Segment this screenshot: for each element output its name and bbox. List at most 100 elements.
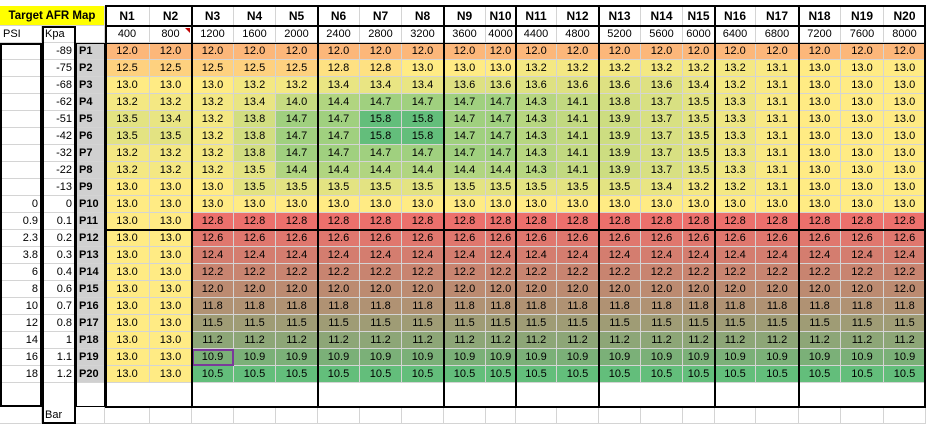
rpm-value[interactable]: 7600 xyxy=(841,26,884,43)
afr-cell[interactable]: 13.0 xyxy=(150,247,192,264)
afr-cell[interactable]: 13.8 xyxy=(234,111,276,128)
empty-cell[interactable] xyxy=(516,407,557,424)
kpa-value[interactable]: -32 xyxy=(42,145,76,162)
afr-cell[interactable]: 13.0 xyxy=(444,196,486,213)
afr-cell[interactable]: 12.5 xyxy=(150,60,192,77)
afr-cell[interactable]: 13.0 xyxy=(486,196,516,213)
afr-cell[interactable]: 13.0 xyxy=(799,145,841,162)
afr-cell[interactable]: 14.7 xyxy=(486,94,516,111)
afr-cell[interactable]: 12.4 xyxy=(486,247,516,264)
kpa-value[interactable]: 0.2 xyxy=(42,230,76,247)
kpa-value[interactable]: 0.8 xyxy=(42,315,76,332)
afr-cell[interactable]: 13.0 xyxy=(105,349,150,366)
afr-cell[interactable]: 12.2 xyxy=(715,264,756,281)
row-label[interactable]: P17 xyxy=(76,315,105,332)
afr-cell[interactable]: 13.3 xyxy=(715,145,756,162)
afr-cell[interactable]: 12.8 xyxy=(557,213,599,230)
psi-value[interactable]: 3.8 xyxy=(0,247,42,264)
afr-cell[interactable]: 14.7 xyxy=(276,128,318,145)
afr-cell[interactable]: 13.5 xyxy=(402,179,444,196)
afr-cell[interactable]: 13.2 xyxy=(683,179,715,196)
afr-cell[interactable]: 10.5 xyxy=(318,366,360,383)
afr-cell[interactable]: 12.4 xyxy=(683,247,715,264)
afr-cell[interactable]: 12.0 xyxy=(715,43,756,60)
column-header[interactable]: N14 xyxy=(641,6,683,26)
afr-cell[interactable]: 13.0 xyxy=(841,77,884,94)
afr-cell[interactable]: 13.5 xyxy=(516,179,557,196)
afr-cell[interactable]: 11.2 xyxy=(641,332,683,349)
afr-cell[interactable]: 11.8 xyxy=(756,298,799,315)
afr-cell[interactable]: 13.4 xyxy=(641,179,683,196)
afr-cell[interactable]: 13.8 xyxy=(599,94,641,111)
kpa-value[interactable]: 0.6 xyxy=(42,281,76,298)
afr-cell[interactable]: 12.0 xyxy=(516,43,557,60)
afr-cell[interactable]: 13.2 xyxy=(192,94,234,111)
rpm-value[interactable]: 2800 xyxy=(360,26,402,43)
afr-cell[interactable]: 12.0 xyxy=(799,281,841,298)
afr-cell[interactable]: 13.0 xyxy=(402,60,444,77)
empty-cell[interactable] xyxy=(402,407,444,424)
afr-cell[interactable]: 13.0 xyxy=(105,247,150,264)
afr-cell[interactable]: 13.7 xyxy=(641,128,683,145)
afr-cell[interactable]: 10.9 xyxy=(557,349,599,366)
afr-cell[interactable]: 12.4 xyxy=(715,247,756,264)
afr-cell[interactable]: 12.8 xyxy=(276,213,318,230)
afr-cell[interactable]: 12.2 xyxy=(402,264,444,281)
afr-cell[interactable]: 13.5 xyxy=(318,179,360,196)
afr-cell[interactable]: 13.2 xyxy=(715,60,756,77)
bar-label[interactable]: Bar xyxy=(42,407,76,424)
empty-cell[interactable] xyxy=(0,407,42,424)
afr-cell[interactable]: 11.2 xyxy=(360,332,402,349)
psi-value[interactable]: 12 xyxy=(0,315,42,332)
afr-cell[interactable]: 12.6 xyxy=(715,230,756,247)
afr-cell[interactable]: 11.8 xyxy=(276,298,318,315)
afr-cell[interactable]: 13.0 xyxy=(756,196,799,213)
row-label[interactable]: P3 xyxy=(76,77,105,94)
afr-cell[interactable]: 13.0 xyxy=(192,179,234,196)
afr-cell[interactable]: 14.3 xyxy=(516,162,557,179)
afr-cell[interactable]: 11.2 xyxy=(683,332,715,349)
psi-value[interactable] xyxy=(0,145,42,162)
row-label[interactable]: P4 xyxy=(76,94,105,111)
kpa-value[interactable]: 0 xyxy=(42,196,76,213)
afr-cell[interactable]: 11.8 xyxy=(234,298,276,315)
afr-cell[interactable]: 12.0 xyxy=(192,43,234,60)
afr-cell[interactable]: 12.2 xyxy=(683,264,715,281)
afr-cell[interactable]: 10.9 xyxy=(841,349,884,366)
afr-cell[interactable]: 13.0 xyxy=(105,298,150,315)
afr-cell[interactable]: 13.0 xyxy=(105,196,150,213)
afr-cell[interactable]: 12.2 xyxy=(799,264,841,281)
empty-cell[interactable] xyxy=(360,407,402,424)
afr-cell[interactable]: 13.0 xyxy=(799,196,841,213)
afr-cell[interactable]: 12.2 xyxy=(557,264,599,281)
afr-cell[interactable]: 11.2 xyxy=(276,332,318,349)
empty-cell[interactable] xyxy=(799,407,841,424)
afr-cell[interactable]: 12.0 xyxy=(402,43,444,60)
comment-marker-icon[interactable] xyxy=(185,28,190,33)
afr-cell[interactable]: 13.0 xyxy=(884,94,926,111)
afr-cell[interactable]: 12.6 xyxy=(486,230,516,247)
afr-cell[interactable]: 12.0 xyxy=(516,281,557,298)
row-label[interactable]: P13 xyxy=(76,247,105,264)
afr-cell[interactable]: 14.7 xyxy=(402,94,444,111)
afr-cell[interactable]: 13.5 xyxy=(683,162,715,179)
rpm-value[interactable]: 8000 xyxy=(884,26,926,43)
afr-cell[interactable]: 12.0 xyxy=(150,43,192,60)
empty-cell[interactable] xyxy=(557,407,599,424)
afr-cell[interactable]: 10.5 xyxy=(599,366,641,383)
afr-cell[interactable]: 12.0 xyxy=(276,43,318,60)
afr-cell[interactable]: 12.8 xyxy=(402,213,444,230)
rpm-value[interactable]: 1600 xyxy=(234,26,276,43)
afr-cell[interactable]: 12.8 xyxy=(360,60,402,77)
afr-cell[interactable]: 13.9 xyxy=(599,145,641,162)
afr-cell[interactable]: 11.5 xyxy=(444,315,486,332)
afr-cell[interactable]: 11.2 xyxy=(599,332,641,349)
afr-cell[interactable]: 11.8 xyxy=(841,298,884,315)
psi-value[interactable] xyxy=(0,77,42,94)
kpa-value[interactable]: -42 xyxy=(42,128,76,145)
afr-cell[interactable]: 12.0 xyxy=(557,281,599,298)
afr-cell[interactable]: 12.4 xyxy=(557,247,599,264)
afr-cell[interactable]: 13.5 xyxy=(105,111,150,128)
rpm-value[interactable]: 3200 xyxy=(402,26,444,43)
afr-cell[interactable]: 13.2 xyxy=(641,60,683,77)
